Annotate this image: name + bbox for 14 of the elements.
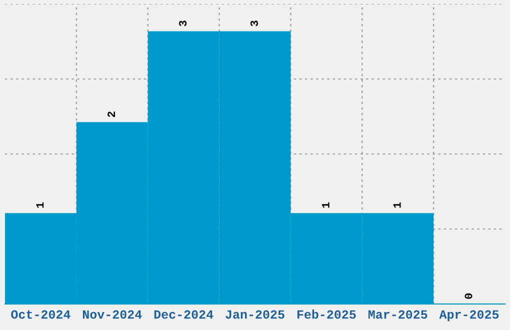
x-tick-label: Nov-2024 [82, 310, 142, 319]
data-label: 0 [464, 293, 472, 299]
x-tick-label: Mar-2025 [368, 310, 428, 319]
x-tick-label: Oct-2024 [11, 310, 70, 319]
data-label: 1 [36, 202, 44, 208]
data-label: 1 [393, 202, 401, 208]
x-tick-label: Apr-2025 [439, 310, 499, 322]
x-tick-label: Jan-2025 [226, 310, 284, 319]
data-label: 3 [179, 20, 187, 26]
data-label: 3 [250, 20, 258, 26]
x-tick-label: Feb-2025 [297, 310, 356, 319]
data-label: 1 [322, 202, 330, 208]
data-label: 2 [108, 112, 116, 117]
x-tick-label: Dec-2024 [154, 310, 214, 319]
